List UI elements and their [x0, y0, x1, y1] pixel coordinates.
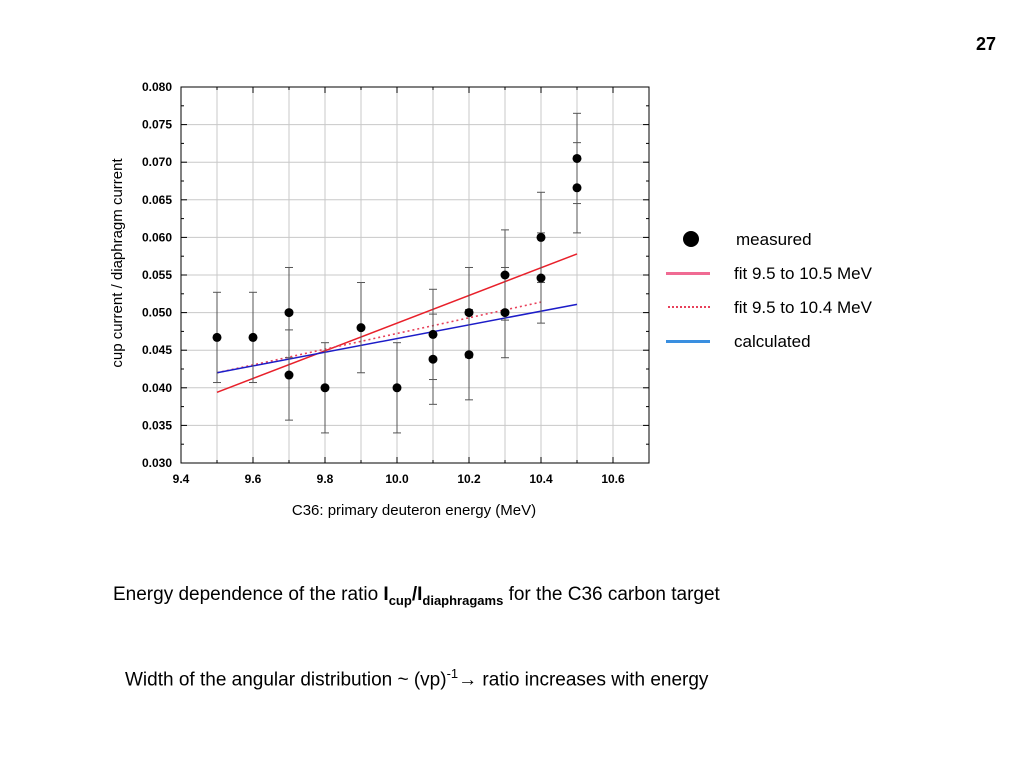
y-tick-label: 0.035	[142, 418, 172, 432]
line-fit-10-4	[216, 301, 542, 374]
dot-icon	[683, 231, 699, 247]
y-tick-label: 0.045	[142, 343, 172, 357]
data-point	[284, 308, 294, 318]
x-tick-label: 9.6	[245, 472, 262, 486]
data-point	[320, 383, 330, 393]
x-tick-label: 10.0	[385, 472, 409, 486]
y-axis-title: cup current / diaphragm current	[109, 158, 126, 368]
y-tick-label: 0.055	[142, 268, 172, 282]
data-points	[212, 153, 582, 393]
legend-marker-fit-10-4	[666, 294, 710, 320]
caption-1-sub-cup: cup	[388, 592, 412, 608]
caption-1-i-diaphragams: I	[417, 584, 423, 605]
grid-lines	[181, 87, 649, 463]
data-point	[536, 232, 546, 242]
y-tick-labels: 0.030 0.035 0.040 0.045 0.050 0.055 0.060 0.065…	[142, 80, 172, 470]
legend: measured fit 9.5 to 10.5 MeV fit 9.5 to …	[664, 226, 924, 362]
legend-marker-fit-10-5	[666, 260, 710, 286]
y-tick-label: 0.060	[142, 230, 172, 244]
y-tick-label: 0.075	[142, 118, 172, 132]
data-point	[572, 183, 582, 193]
legend-label-calculated: calculated	[734, 332, 811, 351]
caption-2-text-a: Width of the angular distribution ~ (vp)	[125, 669, 447, 691]
data-point	[500, 270, 510, 280]
caption-1-text-b: for the C36 carbon target	[503, 584, 720, 605]
caption-energy-dependence: Energy dependence of the ratio Icup/Idia…	[113, 584, 720, 608]
y-tick-label: 0.050	[142, 306, 172, 320]
legend-marker-calculated	[666, 328, 710, 354]
solid-line-icon	[666, 340, 710, 343]
line-fit-10-5	[216, 253, 578, 394]
caption-1-slash: /	[411, 584, 418, 605]
y-tick-label: 0.070	[142, 155, 172, 169]
solid-line-icon	[666, 272, 710, 275]
x-tick-label: 10.6	[601, 472, 625, 486]
legend-marker-measured	[666, 226, 710, 252]
caption-1-i-cup: I	[383, 584, 389, 605]
data-point	[284, 370, 294, 380]
y-tick-label: 0.080	[142, 80, 172, 94]
data-point	[392, 383, 402, 393]
data-point	[464, 308, 474, 318]
data-point	[572, 153, 582, 163]
legend-label-measured: measured	[736, 230, 812, 249]
data-point	[428, 354, 438, 364]
y-tick-label: 0.040	[142, 381, 172, 395]
caption-1-text-a: Energy dependence of the ratio	[113, 584, 384, 605]
data-point	[464, 350, 474, 360]
legend-item-measured: measured	[664, 226, 924, 260]
caption-2-sup: -1	[446, 666, 459, 681]
legend-item-calculated: calculated	[664, 328, 924, 362]
line-calculated	[216, 303, 578, 374]
caption-2-text-b: → ratio increases with energy	[458, 669, 709, 691]
legend-label-fit-10-5: fit 9.5 to 10.5 MeV	[734, 264, 872, 283]
data-point	[500, 308, 510, 318]
x-axis-title: C36: primary deuteron energy (MeV)	[292, 502, 536, 519]
caption-angular-width: Width of the angular distribution ~ (vp)…	[125, 666, 708, 691]
page-number: 27	[975, 34, 996, 54]
x-tick-labels: 9.4 9.6 9.8 10.0 10.2 10.4 10.6	[173, 472, 625, 486]
legend-item-fit-10-4: fit 9.5 to 10.4 MeV	[664, 294, 924, 328]
data-point	[212, 332, 222, 342]
x-tick-label: 9.4	[173, 472, 190, 486]
legend-label-fit-10-4: fit 9.5 to 10.4 MeV	[734, 298, 872, 317]
data-point	[428, 329, 438, 339]
chart: 9.4 9.6 9.8 10.0 10.2 10.4 10.6 0.030 0.035 0.04…	[109, 80, 650, 519]
fit-lines	[216, 253, 578, 394]
dotted-line-icon	[668, 306, 710, 308]
y-tick-label: 0.030	[142, 456, 172, 470]
x-tick-label: 10.4	[529, 472, 553, 486]
y-tick-label: 0.065	[142, 193, 172, 207]
legend-item-fit-10-5: fit 9.5 to 10.5 MeV	[664, 260, 924, 294]
x-tick-label: 9.8	[317, 472, 334, 486]
plot-frame	[180, 86, 650, 464]
data-point	[536, 273, 546, 283]
caption-1-sub-diaphragams: diaphragams	[422, 592, 504, 608]
x-tick-label: 10.2	[457, 472, 481, 486]
data-point	[356, 323, 366, 333]
data-point	[248, 332, 258, 342]
